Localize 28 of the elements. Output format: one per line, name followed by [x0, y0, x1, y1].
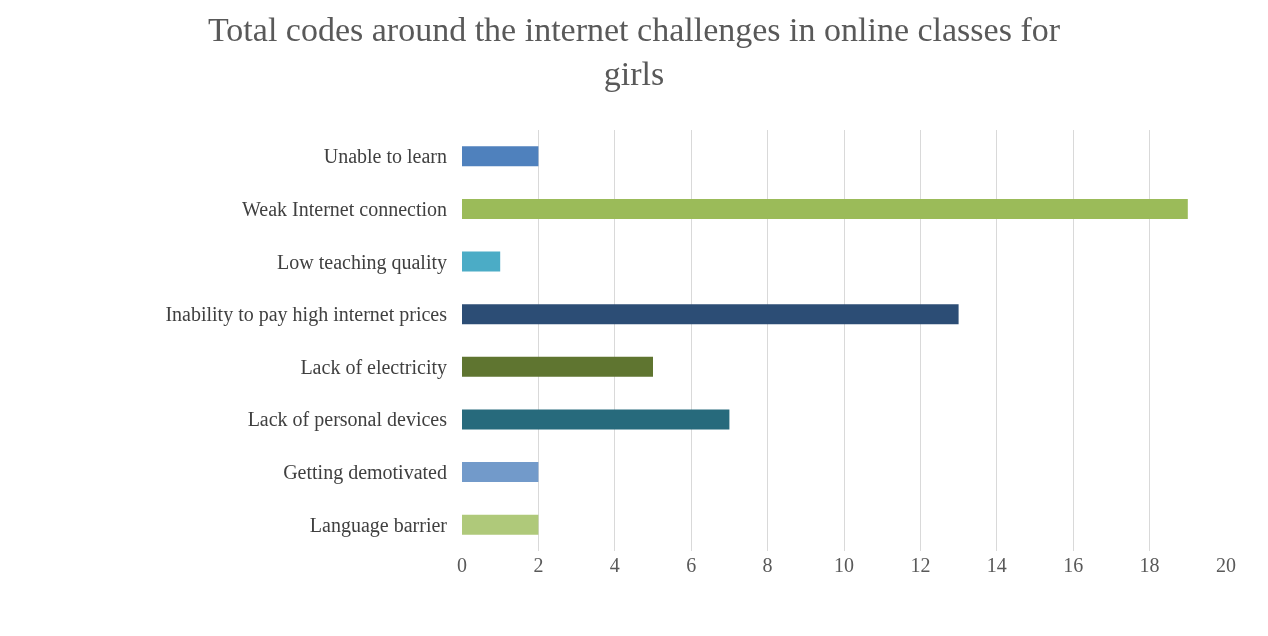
y-tick-label: Getting demotivated	[283, 461, 447, 485]
chart-title: Total codes around the internet challenges in online classes for girls	[207, 10, 1061, 92]
bar	[462, 409, 730, 430]
x-tick-label: 6	[686, 554, 697, 576]
bar	[462, 146, 539, 167]
bar	[462, 356, 653, 377]
bar	[462, 514, 539, 535]
bar	[462, 251, 501, 272]
x-tick-label: 20	[1216, 554, 1236, 576]
x-tick-label: 10	[834, 554, 854, 576]
y-tick-label: Low teaching quality	[277, 250, 447, 274]
x-tick-label: 8	[762, 554, 773, 576]
bar	[462, 198, 1188, 219]
y-tick-label: Unable to learn	[323, 145, 447, 168]
bar	[462, 304, 959, 325]
y-tick-label: Inability to pay high internet prices	[165, 303, 448, 327]
y-tick-label: Lack of electricity	[300, 355, 447, 379]
x-tick-label: 0	[457, 554, 467, 576]
x-tick-label: 14	[986, 554, 1007, 576]
y-tick-label: Weak Internet connection	[242, 197, 447, 220]
x-tick-label: 18	[1139, 554, 1160, 576]
bar	[462, 462, 539, 483]
x-tick-label: 2	[533, 554, 544, 576]
y-tick-label: Lack of personal devices	[247, 408, 448, 432]
x-tick-label: 12	[910, 554, 931, 576]
y-tick-label: Language barrier	[309, 513, 448, 537]
x-tick-label: 16	[1063, 554, 1084, 576]
x-tick-label: 4	[609, 554, 620, 576]
